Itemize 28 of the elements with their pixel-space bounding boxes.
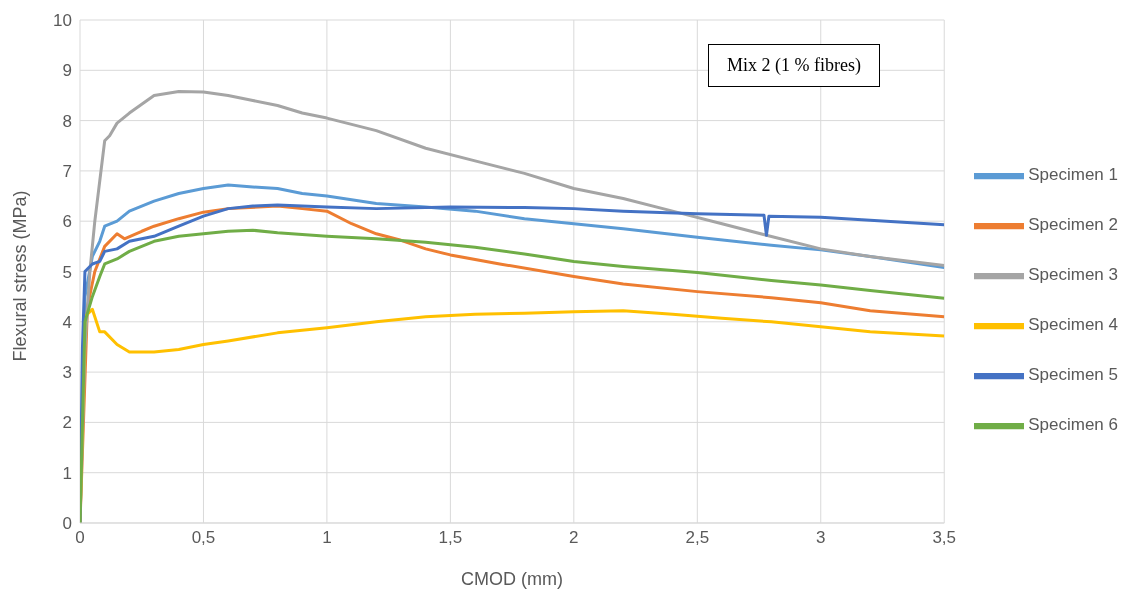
legend-label: Specimen 2: [1028, 214, 1118, 234]
legend-label: Specimen 3: [1028, 264, 1118, 284]
y-tick-label: 6: [62, 212, 72, 232]
y-tick-label: 0: [62, 514, 72, 534]
x-tick-label: 2: [569, 528, 579, 548]
x-tick-label: 1,5: [438, 528, 463, 548]
annotation: Mix 2 (1 % fibres): [708, 44, 880, 87]
y-tick-label: 7: [62, 161, 72, 181]
x-tick-label: 0: [75, 528, 85, 548]
x-tick-label: 0,5: [191, 528, 216, 548]
legend-label: Specimen 1: [1028, 164, 1118, 184]
y-tick-label: 10: [53, 11, 72, 31]
y-tick-label: 1: [62, 463, 72, 483]
legend-label: Specimen 5: [1028, 364, 1118, 384]
y-tick-label: 2: [62, 413, 72, 433]
x-tick-label: 1: [322, 528, 332, 548]
x-axis-title: CMOD (mm): [461, 569, 564, 589]
x-tick-label: 3: [816, 528, 826, 548]
y-tick-label: 9: [62, 61, 72, 81]
y-tick-label: 4: [62, 312, 72, 332]
y-tick-label: 5: [62, 262, 72, 282]
x-tick-label: 3,5: [932, 528, 957, 548]
y-axis-title: Flexural stress (MPa): [10, 190, 31, 362]
y-tick-label: 8: [62, 111, 72, 131]
y-tick-label: 3: [62, 363, 72, 383]
legend-label: Specimen 6: [1028, 414, 1118, 434]
legend-label: Specimen 4: [1028, 314, 1118, 334]
x-tick-label: 2,5: [685, 528, 710, 548]
